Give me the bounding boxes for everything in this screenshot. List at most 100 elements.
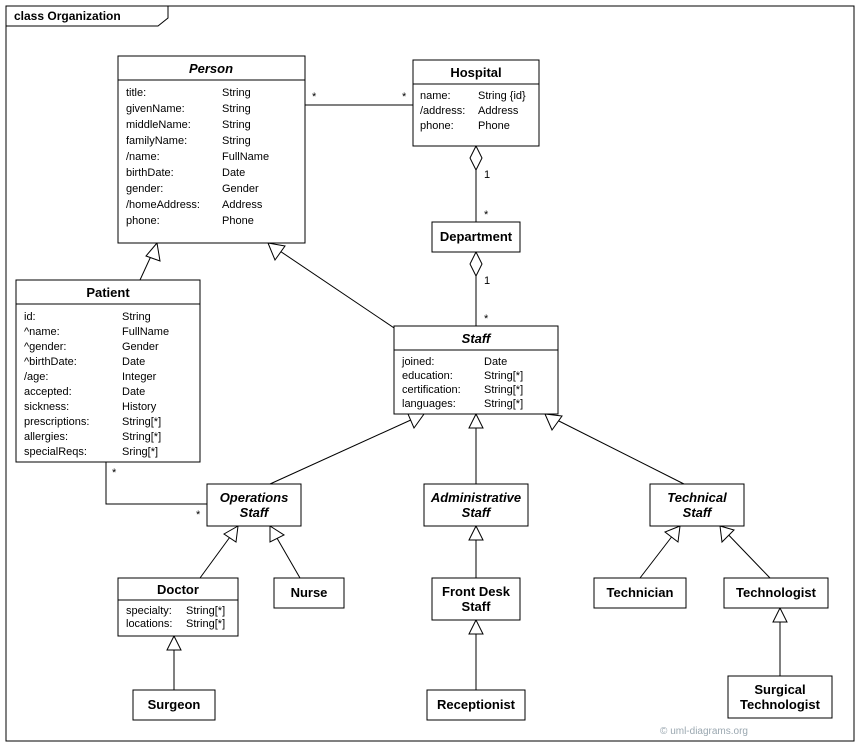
attr-name: certification: bbox=[402, 384, 461, 396]
svg-text:1: 1 bbox=[484, 169, 490, 181]
svg-text:Staff: Staff bbox=[462, 599, 492, 614]
attr-name: name: bbox=[420, 90, 451, 102]
attr-type: String[*] bbox=[484, 370, 523, 382]
attr-name: locations: bbox=[126, 618, 172, 630]
attr-name: phone: bbox=[126, 215, 160, 227]
attr-name: gender: bbox=[126, 183, 163, 195]
attr-type: String bbox=[222, 119, 251, 131]
svg-text:Technologist: Technologist bbox=[740, 697, 821, 712]
class-surgeon: Surgeon bbox=[133, 690, 215, 720]
attr-name: accepted: bbox=[24, 386, 72, 398]
svg-text:Nurse: Nurse bbox=[291, 585, 328, 600]
attr-type: Sring[*] bbox=[122, 446, 158, 458]
attr-name: middleName: bbox=[126, 119, 191, 131]
svg-text:Administrative: Administrative bbox=[430, 490, 521, 505]
svg-text:1: 1 bbox=[484, 275, 490, 287]
svg-text:*: * bbox=[112, 467, 117, 479]
attr-name: /name: bbox=[126, 151, 160, 163]
svg-text:Hospital: Hospital bbox=[450, 65, 501, 80]
attr-type: String[*] bbox=[122, 416, 161, 428]
attr-name: title: bbox=[126, 87, 146, 99]
svg-text:*: * bbox=[484, 209, 489, 221]
svg-text:Staff: Staff bbox=[683, 505, 713, 520]
class-nurse: Nurse bbox=[274, 578, 344, 608]
svg-text:*: * bbox=[484, 313, 489, 325]
class-surgical-technologist: Surgical Technologist bbox=[728, 676, 832, 718]
attr-type: Integer bbox=[122, 371, 157, 383]
class-technologist: Technologist bbox=[724, 578, 828, 608]
attr-name: languages: bbox=[402, 398, 456, 410]
svg-text:*: * bbox=[196, 509, 201, 521]
svg-text:Staff: Staff bbox=[462, 505, 492, 520]
attr-type: String[*] bbox=[186, 605, 225, 617]
attr-name: sickness: bbox=[24, 401, 69, 413]
svg-text:Technical: Technical bbox=[667, 490, 727, 505]
attr-type: String bbox=[122, 311, 151, 323]
attr-type: Phone bbox=[478, 120, 510, 132]
svg-text:Front Desk: Front Desk bbox=[442, 584, 511, 599]
uml-diagram: class Organization * * 1 * 1 * * * bbox=[0, 0, 860, 747]
attr-type: Address bbox=[222, 199, 263, 211]
attr-type: String[*] bbox=[484, 384, 523, 396]
svg-text:Staff: Staff bbox=[462, 331, 492, 346]
class-administrative-staff: Administrative Staff bbox=[424, 484, 528, 526]
attr-type: String[*] bbox=[122, 431, 161, 443]
attr-name: education: bbox=[402, 370, 453, 382]
svg-text:Patient: Patient bbox=[86, 285, 130, 300]
attr-name: /address: bbox=[420, 105, 465, 117]
attr-type: String {id} bbox=[478, 90, 526, 102]
attr-name: specialReqs: bbox=[24, 446, 87, 458]
attr-type: FullName bbox=[122, 326, 169, 338]
class-technician: Technician bbox=[594, 578, 686, 608]
class-patient: Patient id:String^name:FullName^gender:G… bbox=[16, 280, 200, 462]
attr-type: Address bbox=[478, 105, 519, 117]
svg-text:Operations: Operations bbox=[220, 490, 289, 505]
attr-name: /homeAddress: bbox=[126, 199, 200, 211]
attr-name: joined: bbox=[401, 356, 434, 368]
svg-text:*: * bbox=[312, 91, 317, 103]
frame-label: class Organization bbox=[14, 9, 121, 23]
watermark: © uml-diagrams.org bbox=[660, 726, 748, 737]
class-operations-staff: Operations Staff bbox=[207, 484, 301, 526]
svg-text:Person: Person bbox=[189, 61, 233, 76]
class-technical-staff: Technical Staff bbox=[650, 484, 744, 526]
svg-text:Doctor: Doctor bbox=[157, 582, 199, 597]
attr-type: Date bbox=[122, 356, 145, 368]
attr-name: ^gender: bbox=[24, 341, 66, 353]
attr-type: String bbox=[222, 87, 251, 99]
svg-text:Surgical: Surgical bbox=[754, 682, 805, 697]
attr-name: id: bbox=[24, 311, 36, 323]
attr-type: String bbox=[222, 103, 251, 115]
attr-name: familyName: bbox=[126, 135, 187, 147]
attr-name: specialty: bbox=[126, 605, 172, 617]
attr-type: Date bbox=[122, 386, 145, 398]
attr-name: givenName: bbox=[126, 103, 185, 115]
attr-name: phone: bbox=[420, 120, 454, 132]
attr-type: Date bbox=[484, 356, 507, 368]
class-staff: Staff joined: Date education: String[*] cert… bbox=[394, 326, 558, 414]
class-department: Department bbox=[432, 222, 520, 252]
class-doctor: Doctor specialty: String[*] locations: Stri… bbox=[118, 578, 238, 636]
class-frontdesk-staff: Front Desk Staff bbox=[432, 578, 520, 620]
attr-type: History bbox=[122, 401, 157, 413]
attr-name: /age: bbox=[24, 371, 48, 383]
svg-text:Department: Department bbox=[440, 229, 513, 244]
svg-text:*: * bbox=[402, 91, 407, 103]
class-person: Person title: String givenName: String middl… bbox=[118, 56, 305, 243]
attr-type: Date bbox=[222, 167, 245, 179]
attr-name: ^birthDate: bbox=[24, 356, 77, 368]
svg-text:Receptionist: Receptionist bbox=[437, 697, 516, 712]
attr-name: ^name: bbox=[24, 326, 60, 338]
attr-type: FullName bbox=[222, 151, 269, 163]
attr-name: prescriptions: bbox=[24, 416, 89, 428]
class-receptionist: Receptionist bbox=[427, 690, 525, 720]
attr-type: String bbox=[222, 135, 251, 147]
attr-type: String[*] bbox=[484, 398, 523, 410]
attr-name: allergies: bbox=[24, 431, 68, 443]
svg-text:Surgeon: Surgeon bbox=[148, 697, 201, 712]
svg-text:Technician: Technician bbox=[607, 585, 674, 600]
attr-type: Phone bbox=[222, 215, 254, 227]
attr-type: String[*] bbox=[186, 618, 225, 630]
svg-text:Technologist: Technologist bbox=[736, 585, 817, 600]
class-hospital: Hospital name: String {id} /address: Addres… bbox=[413, 60, 539, 146]
